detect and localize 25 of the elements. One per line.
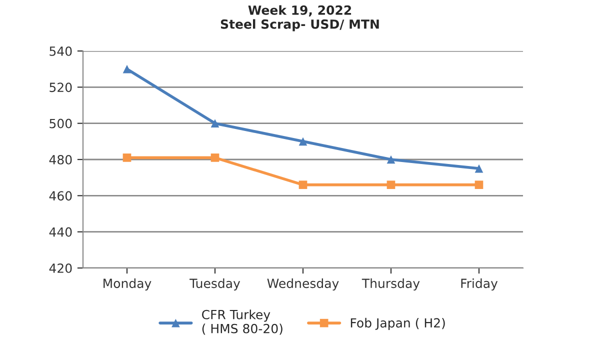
point — [122, 154, 132, 162]
x-tick-label: Tuesday — [190, 278, 240, 291]
y-tick-label: 420 — [49, 263, 72, 273]
y-tick-label: 480 — [49, 154, 72, 164]
point — [386, 155, 396, 164]
point — [474, 164, 484, 173]
legend-label: Fob Japan ( H2) — [350, 318, 445, 330]
x-tick-label: Friday — [461, 278, 498, 291]
chart-title: Week 19, 2022 Steel Scrap- USD/ MTN — [220, 5, 379, 32]
point — [298, 180, 308, 189]
y-tick-label: 500 — [50, 118, 72, 128]
x-tick-label: Monday — [104, 278, 152, 291]
y-tick-label: 460 — [49, 191, 72, 201]
point — [122, 64, 132, 74]
point — [298, 137, 308, 146]
x-tick-label: Wednesday — [267, 278, 339, 291]
y-tick-label: 440 — [49, 227, 72, 237]
y-tick-label: 540 — [50, 46, 72, 56]
point — [210, 154, 220, 162]
point — [386, 180, 396, 189]
point — [210, 119, 220, 128]
point — [474, 180, 484, 189]
x-tick-label: Thursday — [362, 278, 420, 291]
legend-label: CFR Turkey ( HMS 80-20) — [202, 310, 282, 335]
y-tick-label: 520 — [50, 82, 72, 92]
